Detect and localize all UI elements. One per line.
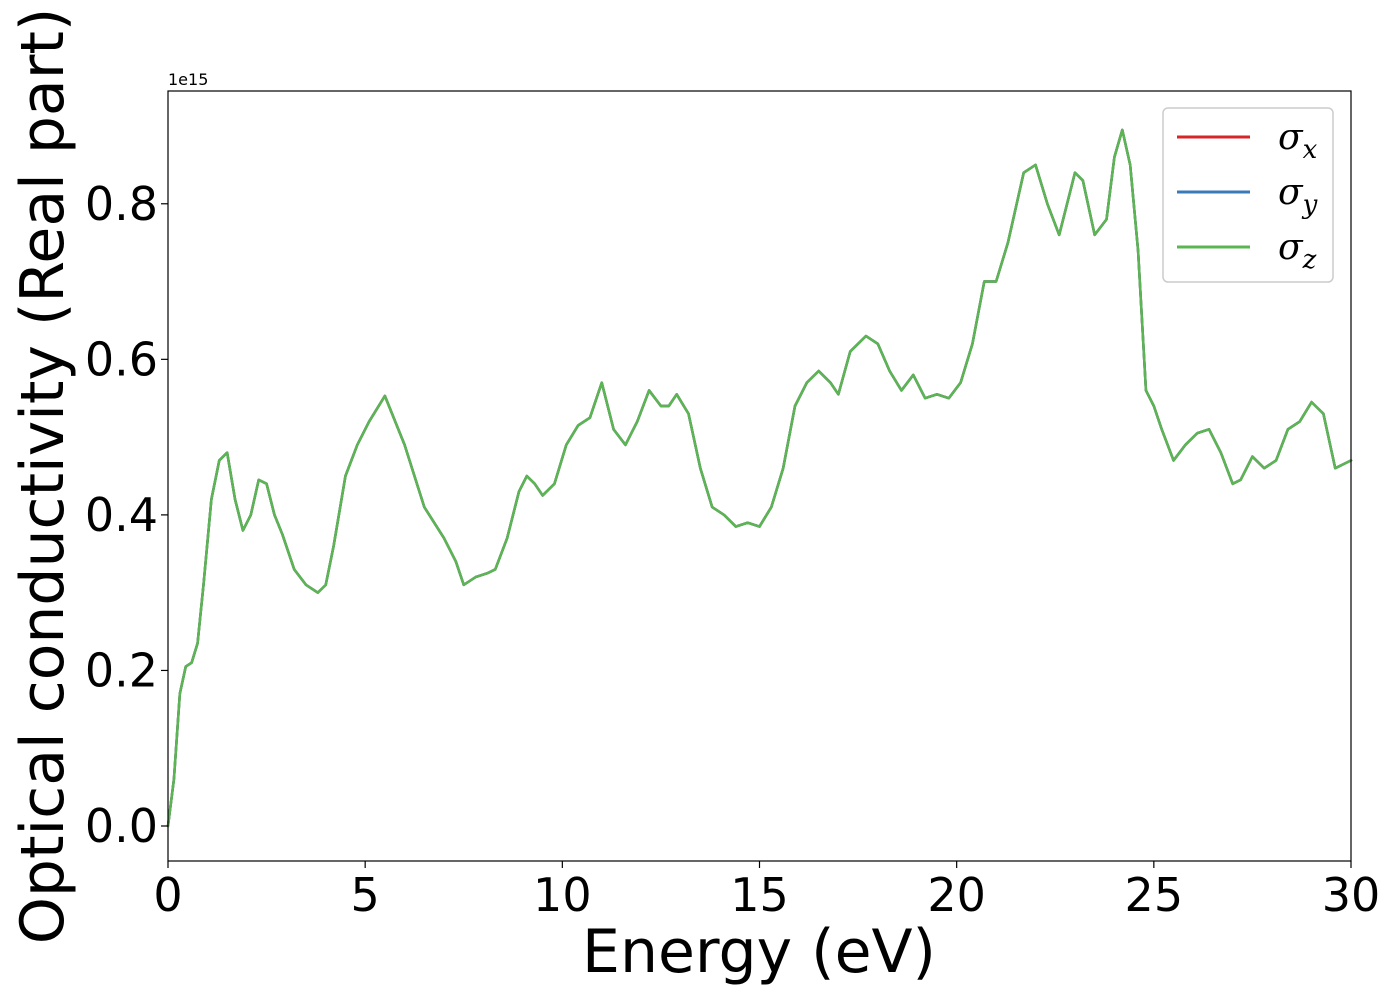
x-axis-label: Energy (eV): [582, 917, 936, 987]
x-tick-label: 0: [153, 868, 182, 922]
x-tick-label: 30: [1322, 868, 1381, 922]
y-tick-label: 0.4: [85, 488, 158, 542]
legend-box: [1162, 107, 1334, 283]
y-axis-label: Optical conductivity (Real part): [8, 8, 78, 945]
x-tick-label: 5: [351, 868, 380, 922]
y-tick-label: 0.0: [85, 799, 158, 853]
y-tick-label: 0.8: [85, 177, 158, 231]
x-tick-label: 15: [730, 868, 789, 922]
y-tick-label: 0.2: [85, 643, 158, 697]
y-offset-label: 1e15: [168, 70, 208, 89]
x-tick-label: 10: [533, 868, 592, 922]
legend-label-x: σx: [1278, 117, 1318, 165]
series-layer: [166, 128, 1353, 828]
legend-label-y: σy: [1278, 172, 1318, 220]
x-tick-label: 20: [927, 868, 986, 922]
x-axis: 0 5 10 15 20 25 30: [153, 861, 1380, 922]
series-line-z: [166, 128, 1353, 828]
y-axis: 0.0 0.2 0.4 0.6 0.8: [85, 177, 168, 853]
x-tick-label: 25: [1125, 868, 1184, 922]
y-tick-label: 0.6: [85, 332, 158, 386]
